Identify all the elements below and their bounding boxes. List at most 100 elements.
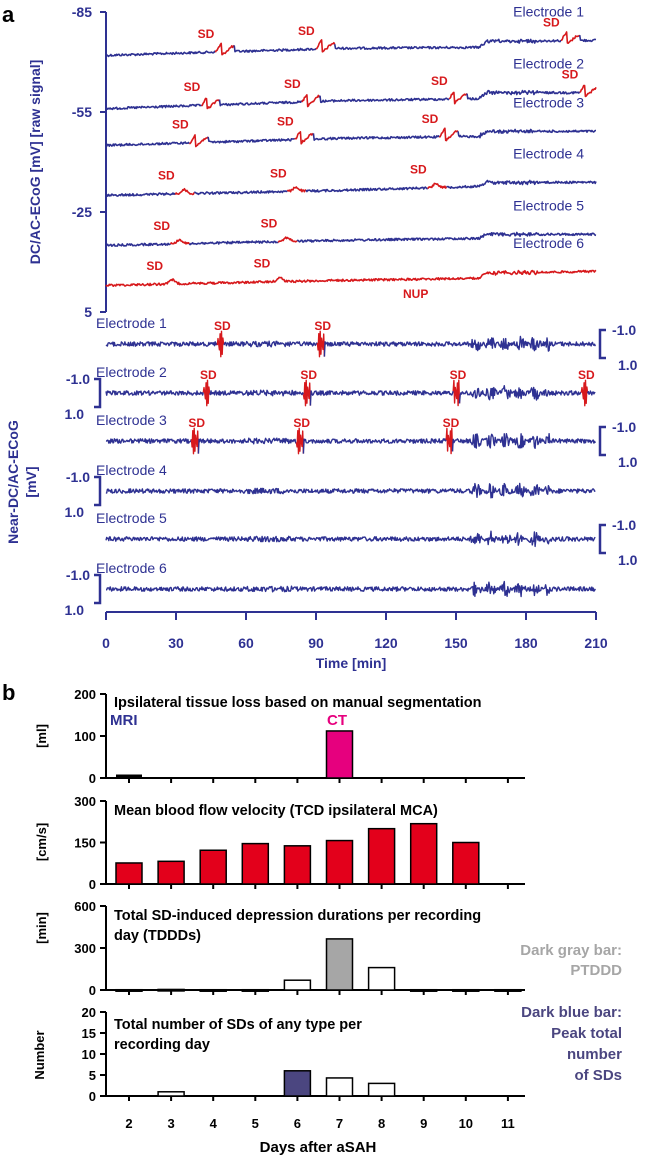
sd-label: SD xyxy=(578,368,595,382)
nearDC-scale-bar xyxy=(598,328,606,360)
nearDC-y-axis-label-line1: Near-DC/AC-ECoG xyxy=(5,420,21,544)
tdddd-y-tick-label: 600 xyxy=(74,899,96,914)
raw-trace-3 xyxy=(189,134,209,148)
tdddd-title-line2: day (TDDDs) xyxy=(114,928,201,944)
sd-label: SD xyxy=(200,368,217,382)
sds-y-label: Number xyxy=(32,1030,47,1079)
sd-label: SD xyxy=(277,115,294,129)
velocity-y-tick-label: 150 xyxy=(74,836,96,851)
nearDC-scale-bar xyxy=(94,573,102,605)
scale-label-top: -1.0 xyxy=(612,322,636,338)
scale-label-bottom: 1.0 xyxy=(65,504,85,520)
nearDC-scale-bar xyxy=(94,475,102,507)
raw-y-tick-label: 5 xyxy=(84,304,92,320)
ct-bar xyxy=(325,730,354,779)
tissue-y-tick-label: 100 xyxy=(74,729,96,744)
nearDC-trace-1 xyxy=(105,341,218,347)
sd-label: SD xyxy=(300,368,317,382)
raw-electrode-label: Electrode 2 xyxy=(513,56,584,72)
raw-trace-5 xyxy=(105,242,171,247)
nearDC-trace-2 xyxy=(209,389,305,397)
day-tick-label: 8 xyxy=(378,1116,385,1131)
tdddd-bar xyxy=(494,988,522,992)
nearDC-electrode-label: Electrode 3 xyxy=(96,412,167,428)
raw-trace-2 xyxy=(105,103,203,111)
velocity-bar xyxy=(409,822,438,885)
day-tick-label: 5 xyxy=(252,1116,259,1131)
sd-label: SD xyxy=(146,259,163,273)
tdddd-bar xyxy=(241,988,270,992)
sd-label: SD xyxy=(254,257,271,271)
tdddd-bar xyxy=(199,988,227,992)
nearDC-trace-2 xyxy=(202,379,211,407)
sd-label: SD xyxy=(284,77,301,91)
nearDC-trace-3 xyxy=(197,437,297,454)
raw-trace-2 xyxy=(201,97,221,110)
raw-trace-3 xyxy=(439,127,459,142)
sd-label: SD xyxy=(443,416,460,430)
sd-label: SD xyxy=(298,24,315,38)
day-tick-label: 3 xyxy=(167,1116,174,1131)
scale-label-top: -1.0 xyxy=(66,567,90,583)
nearDC-electrode-label: Electrode 1 xyxy=(96,315,167,331)
raw-trace-4 xyxy=(427,182,448,190)
tdddd-y-label: [min] xyxy=(34,912,49,944)
sd-label: SD xyxy=(172,118,189,132)
day-tick-label: 4 xyxy=(210,1116,218,1131)
nearDC-trace-1 xyxy=(223,340,318,348)
raw-trace-4 xyxy=(305,186,428,193)
raw-trace-1 xyxy=(105,50,216,58)
tissue-y-tick-label: 200 xyxy=(74,687,96,702)
raw-trace-5 xyxy=(188,240,279,246)
velocity-bar xyxy=(157,860,185,885)
tissue-y-label: [ml] xyxy=(34,724,49,748)
raw-trace-3 xyxy=(457,128,596,139)
raw-trace-5 xyxy=(296,231,597,243)
velocity-y-tick-label: 300 xyxy=(74,794,96,809)
raw-y-axis-label: DC/AC-ECoG [mV] [raw signal] xyxy=(27,60,43,265)
raw-trace-2 xyxy=(448,91,468,105)
raw-trace-4 xyxy=(286,186,307,193)
nearDC-scale-bars: -1.0 1.0 -1.0 1.0 -1.0 1.0 -1.0 1.0 -1.0 1.0 -1.0 1… xyxy=(65,322,638,618)
raw-y-tick-label: -85 xyxy=(72,4,92,20)
raw-trace-2 xyxy=(301,94,321,108)
sd-label: SD xyxy=(184,80,201,94)
nearDC-trace-1 xyxy=(316,330,326,358)
tdddd-bar xyxy=(157,988,185,992)
nearDC-trace-3 xyxy=(295,427,305,455)
nearDC-trace-2 xyxy=(586,390,596,396)
sd-label: SD xyxy=(314,319,331,333)
time-x-axis-label: Time [min] xyxy=(316,655,387,671)
sd-label: SD xyxy=(562,68,579,82)
nearDC-trace-3 xyxy=(302,438,447,454)
raw-trace-2 xyxy=(579,84,597,98)
tdddd-bar xyxy=(367,966,396,991)
velocity-y-tick-label: 0 xyxy=(89,877,96,892)
velocity-bar xyxy=(367,827,396,885)
sd-label: SD xyxy=(214,319,231,333)
raw-trace-4 xyxy=(174,187,195,196)
time-tick-label: 210 xyxy=(584,635,608,651)
nearDC-scale-bar xyxy=(598,425,606,457)
raw-trace-2 xyxy=(319,95,450,104)
sds-y-tick-label: 10 xyxy=(82,1047,96,1062)
sds-y-tick-label: 0 xyxy=(89,1089,96,1104)
tdddd-bar xyxy=(325,938,354,991)
tdddd-title-line1: Total SD-induced depression durations pe… xyxy=(114,908,481,924)
sd-label: SD xyxy=(543,16,560,30)
sds-title-line2: recording day xyxy=(114,1037,210,1053)
scale-label-top: -1.0 xyxy=(612,517,636,533)
nearDC-trace-2 xyxy=(458,385,582,404)
raw-trace-3 xyxy=(312,133,440,141)
tdddd-y-tick-label: 300 xyxy=(74,941,96,956)
day-tick-label: 7 xyxy=(336,1116,343,1131)
nearDC-trace-6 xyxy=(106,580,596,598)
velocity-bar xyxy=(452,841,480,885)
tdddd-bar xyxy=(409,988,438,992)
nearDC-trace-2 xyxy=(452,379,461,407)
time-tick-label: 150 xyxy=(444,635,468,651)
raw-trace-1 xyxy=(578,34,597,43)
scale-label-top: -1.0 xyxy=(66,371,90,387)
sds-bar xyxy=(325,1077,354,1097)
